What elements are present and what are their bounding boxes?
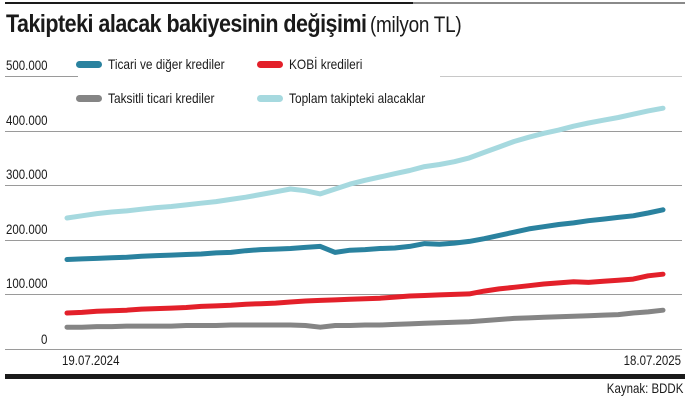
y-tick-300000: 300.000 bbox=[6, 166, 48, 182]
top-rule bbox=[5, 2, 685, 4]
gridline-400000 bbox=[5, 131, 682, 132]
y-tick-0: 0 bbox=[41, 331, 48, 347]
chart-unit: (milyon TL) bbox=[369, 12, 462, 37]
series-lines bbox=[64, 105, 666, 330]
y-tick-500000: 500.000 bbox=[6, 57, 48, 73]
y-tick-400000: 400.000 bbox=[6, 112, 48, 128]
gridline-0 bbox=[5, 349, 682, 350]
legend-label-toplam: Toplam takipteki alacaklar bbox=[289, 90, 426, 106]
series-line-0 bbox=[64, 207, 666, 262]
gridline-100000 bbox=[5, 294, 682, 295]
legend-item-kobi: KOBİ kredileri bbox=[257, 56, 375, 72]
legend-label-ticari: Ticari ve diğer krediler bbox=[108, 56, 225, 72]
y-tick-100000: 100.000 bbox=[6, 275, 48, 291]
series-line-1 bbox=[64, 271, 666, 316]
chart-title: Takipteki alacak bakiyesinin değişimi (mi… bbox=[6, 10, 462, 39]
gridline-500000-right bbox=[440, 76, 682, 77]
legend-item-ticari: Ticari ve diğer krediler bbox=[76, 56, 245, 72]
gridline-200000 bbox=[5, 240, 682, 241]
legend-label-taksitli: Taksitli ticari krediler bbox=[108, 90, 215, 106]
legend-swatch-toplam bbox=[257, 94, 283, 102]
legend-swatch-taksitli bbox=[76, 94, 102, 102]
y-tick-200000: 200.000 bbox=[6, 221, 48, 237]
gridline-500000 bbox=[5, 76, 78, 77]
legend-item-taksitli: Taksitli ticari krediler bbox=[76, 90, 233, 106]
bottom-rule bbox=[5, 374, 685, 379]
legend-swatch-ticari bbox=[76, 60, 102, 68]
series-line-3 bbox=[64, 105, 666, 221]
x-tick-end: 18.07.2025 bbox=[623, 352, 681, 368]
series-line-2 bbox=[64, 307, 666, 330]
legend-swatch-kobi bbox=[257, 60, 283, 68]
chart-title-text: Takipteki alacak bakiyesinin değişimi bbox=[6, 10, 367, 38]
x-tick-start: 19.07.2024 bbox=[62, 352, 120, 368]
source-note: Kaynak: BDDK bbox=[606, 380, 683, 396]
legend-label-kobi: KOBİ kredileri bbox=[289, 56, 363, 72]
legend-item-toplam: Toplam takipteki alacaklar bbox=[257, 90, 449, 106]
